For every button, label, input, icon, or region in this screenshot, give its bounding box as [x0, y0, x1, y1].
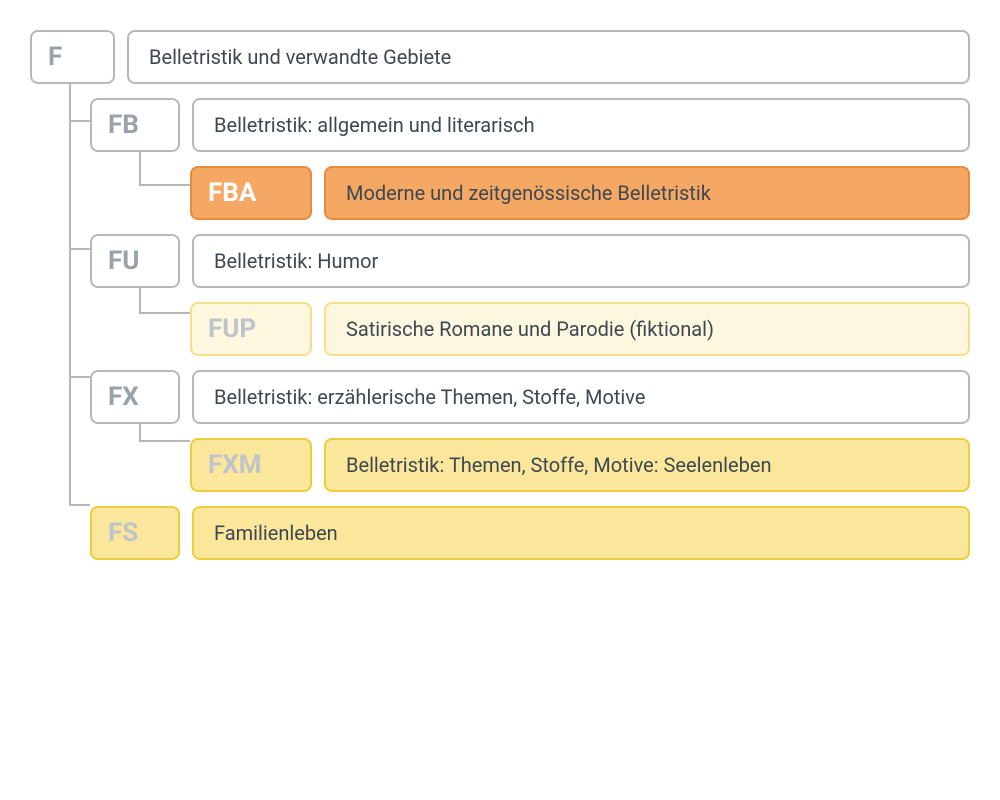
code-FXM[interactable]: FXM	[190, 438, 312, 492]
classification-tree: F Belletristik und verwandte Gebiete FB …	[30, 30, 970, 560]
label-FUP[interactable]: Satirische Romane und Parodie (fiktional…	[324, 302, 970, 356]
code-FB[interactable]: FB	[90, 98, 180, 152]
code-FS[interactable]: FS	[90, 506, 180, 560]
code-FUP[interactable]: FUP	[190, 302, 312, 356]
label-FS[interactable]: Familienleben	[192, 506, 970, 560]
label-FBA[interactable]: Moderne und zeitgenössische Belletristik	[324, 166, 970, 220]
tree-row-FXM: FXM Belletristik: Themen, Stoffe, Motive…	[190, 438, 970, 492]
code-FBA[interactable]: FBA	[190, 166, 312, 220]
tree-row-FX: FX Belletristik: erzählerische Themen, S…	[90, 370, 970, 424]
label-FXM[interactable]: Belletristik: Themen, Stoffe, Motive: Se…	[324, 438, 970, 492]
label-FU[interactable]: Belletristik: Humor	[192, 234, 970, 288]
tree-row-F: F Belletristik und verwandte Gebiete	[30, 30, 970, 84]
label-FB[interactable]: Belletristik: allgemein und literarisch	[192, 98, 970, 152]
label-FX[interactable]: Belletristik: erzählerische Themen, Stof…	[192, 370, 970, 424]
tree-row-FS: FS Familienleben	[90, 506, 970, 560]
label-F[interactable]: Belletristik und verwandte Gebiete	[127, 30, 970, 84]
tree-row-FUP: FUP Satirische Romane und Parodie (fikti…	[190, 302, 970, 356]
code-FX[interactable]: FX	[90, 370, 180, 424]
code-FU[interactable]: FU	[90, 234, 180, 288]
tree-row-FBA: FBA Moderne und zeitgenössische Belletri…	[190, 166, 970, 220]
tree-row-FU: FU Belletristik: Humor	[90, 234, 970, 288]
code-F[interactable]: F	[30, 30, 115, 84]
tree-row-FB: FB Belletristik: allgemein und literaris…	[90, 98, 970, 152]
